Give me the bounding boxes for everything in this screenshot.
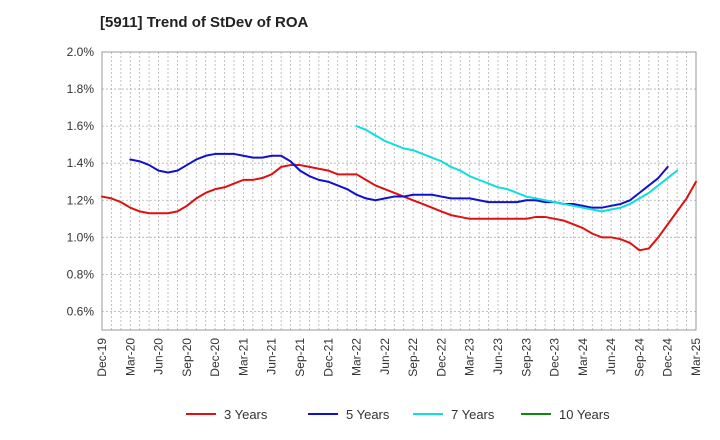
x-tick-label: Jun-20 xyxy=(152,338,166,375)
x-tick-label: Jun-23 xyxy=(491,338,505,375)
x-tick-label: Dec-22 xyxy=(434,338,448,377)
x-tick-label: Mar-24 xyxy=(576,338,590,376)
x-tick-label: Jun-21 xyxy=(265,338,279,375)
y-tick-label: 1.2% xyxy=(67,193,95,207)
x-tick-label: Jun-22 xyxy=(378,338,392,375)
x-tick-label: Sep-23 xyxy=(519,338,533,377)
series-line-7-years xyxy=(355,125,679,213)
y-tick-label: 1.6% xyxy=(67,119,95,133)
legend: 3 Years 5 Years 7 Years 10 Years xyxy=(186,407,610,422)
x-tick-label: Jun-24 xyxy=(604,338,618,375)
x-tick-label: Sep-24 xyxy=(632,338,646,377)
x-tick-label: Mar-23 xyxy=(463,338,477,376)
series-line-5-years xyxy=(129,152,669,209)
x-tick-label: Sep-21 xyxy=(293,338,307,377)
x-tick-label: Dec-24 xyxy=(661,338,675,377)
legend-label-5-years: 5 Years xyxy=(346,407,390,422)
y-tick-label: 0.8% xyxy=(67,267,95,281)
y-tick-label: 1.4% xyxy=(67,156,95,170)
x-tick-label: Sep-20 xyxy=(180,338,194,377)
chart-title: [5911] Trend of StDev of ROA xyxy=(100,14,309,31)
x-tick-label: Mar-20 xyxy=(123,338,137,376)
y-tick-label: 1.8% xyxy=(67,82,95,96)
plot-area xyxy=(101,51,697,331)
x-tick-label: Mar-22 xyxy=(350,338,364,376)
x-tick-label: Dec-19 xyxy=(95,338,109,377)
series-group xyxy=(101,125,697,252)
y-tick-label: 1.0% xyxy=(67,230,95,244)
series-line-3-years xyxy=(101,164,697,252)
y-axis: 0.6% 0.8% 1.0% 1.2% 1.4% 1.6% 1.8% 2.0% xyxy=(67,45,95,318)
y-tick-label: 2.0% xyxy=(67,45,95,59)
y-tick-label: 0.6% xyxy=(67,304,95,318)
x-tick-label: Mar-21 xyxy=(236,338,250,376)
x-axis: Dec-19 Mar-20 Jun-20 Sep-20 Dec-20 Mar-21 Jun-… xyxy=(95,338,703,377)
legend-label-7-years: 7 Years xyxy=(451,407,495,422)
grid xyxy=(102,51,696,330)
x-tick-label: Dec-20 xyxy=(208,338,222,377)
legend-label-10-years: 10 Years xyxy=(559,407,610,422)
x-tick-label: Mar-25 xyxy=(689,338,703,376)
x-tick-label: Dec-21 xyxy=(321,338,335,377)
legend-label-3-years: 3 Years xyxy=(224,407,268,422)
x-tick-label: Sep-22 xyxy=(406,338,420,377)
x-tick-label: Dec-23 xyxy=(548,338,562,377)
